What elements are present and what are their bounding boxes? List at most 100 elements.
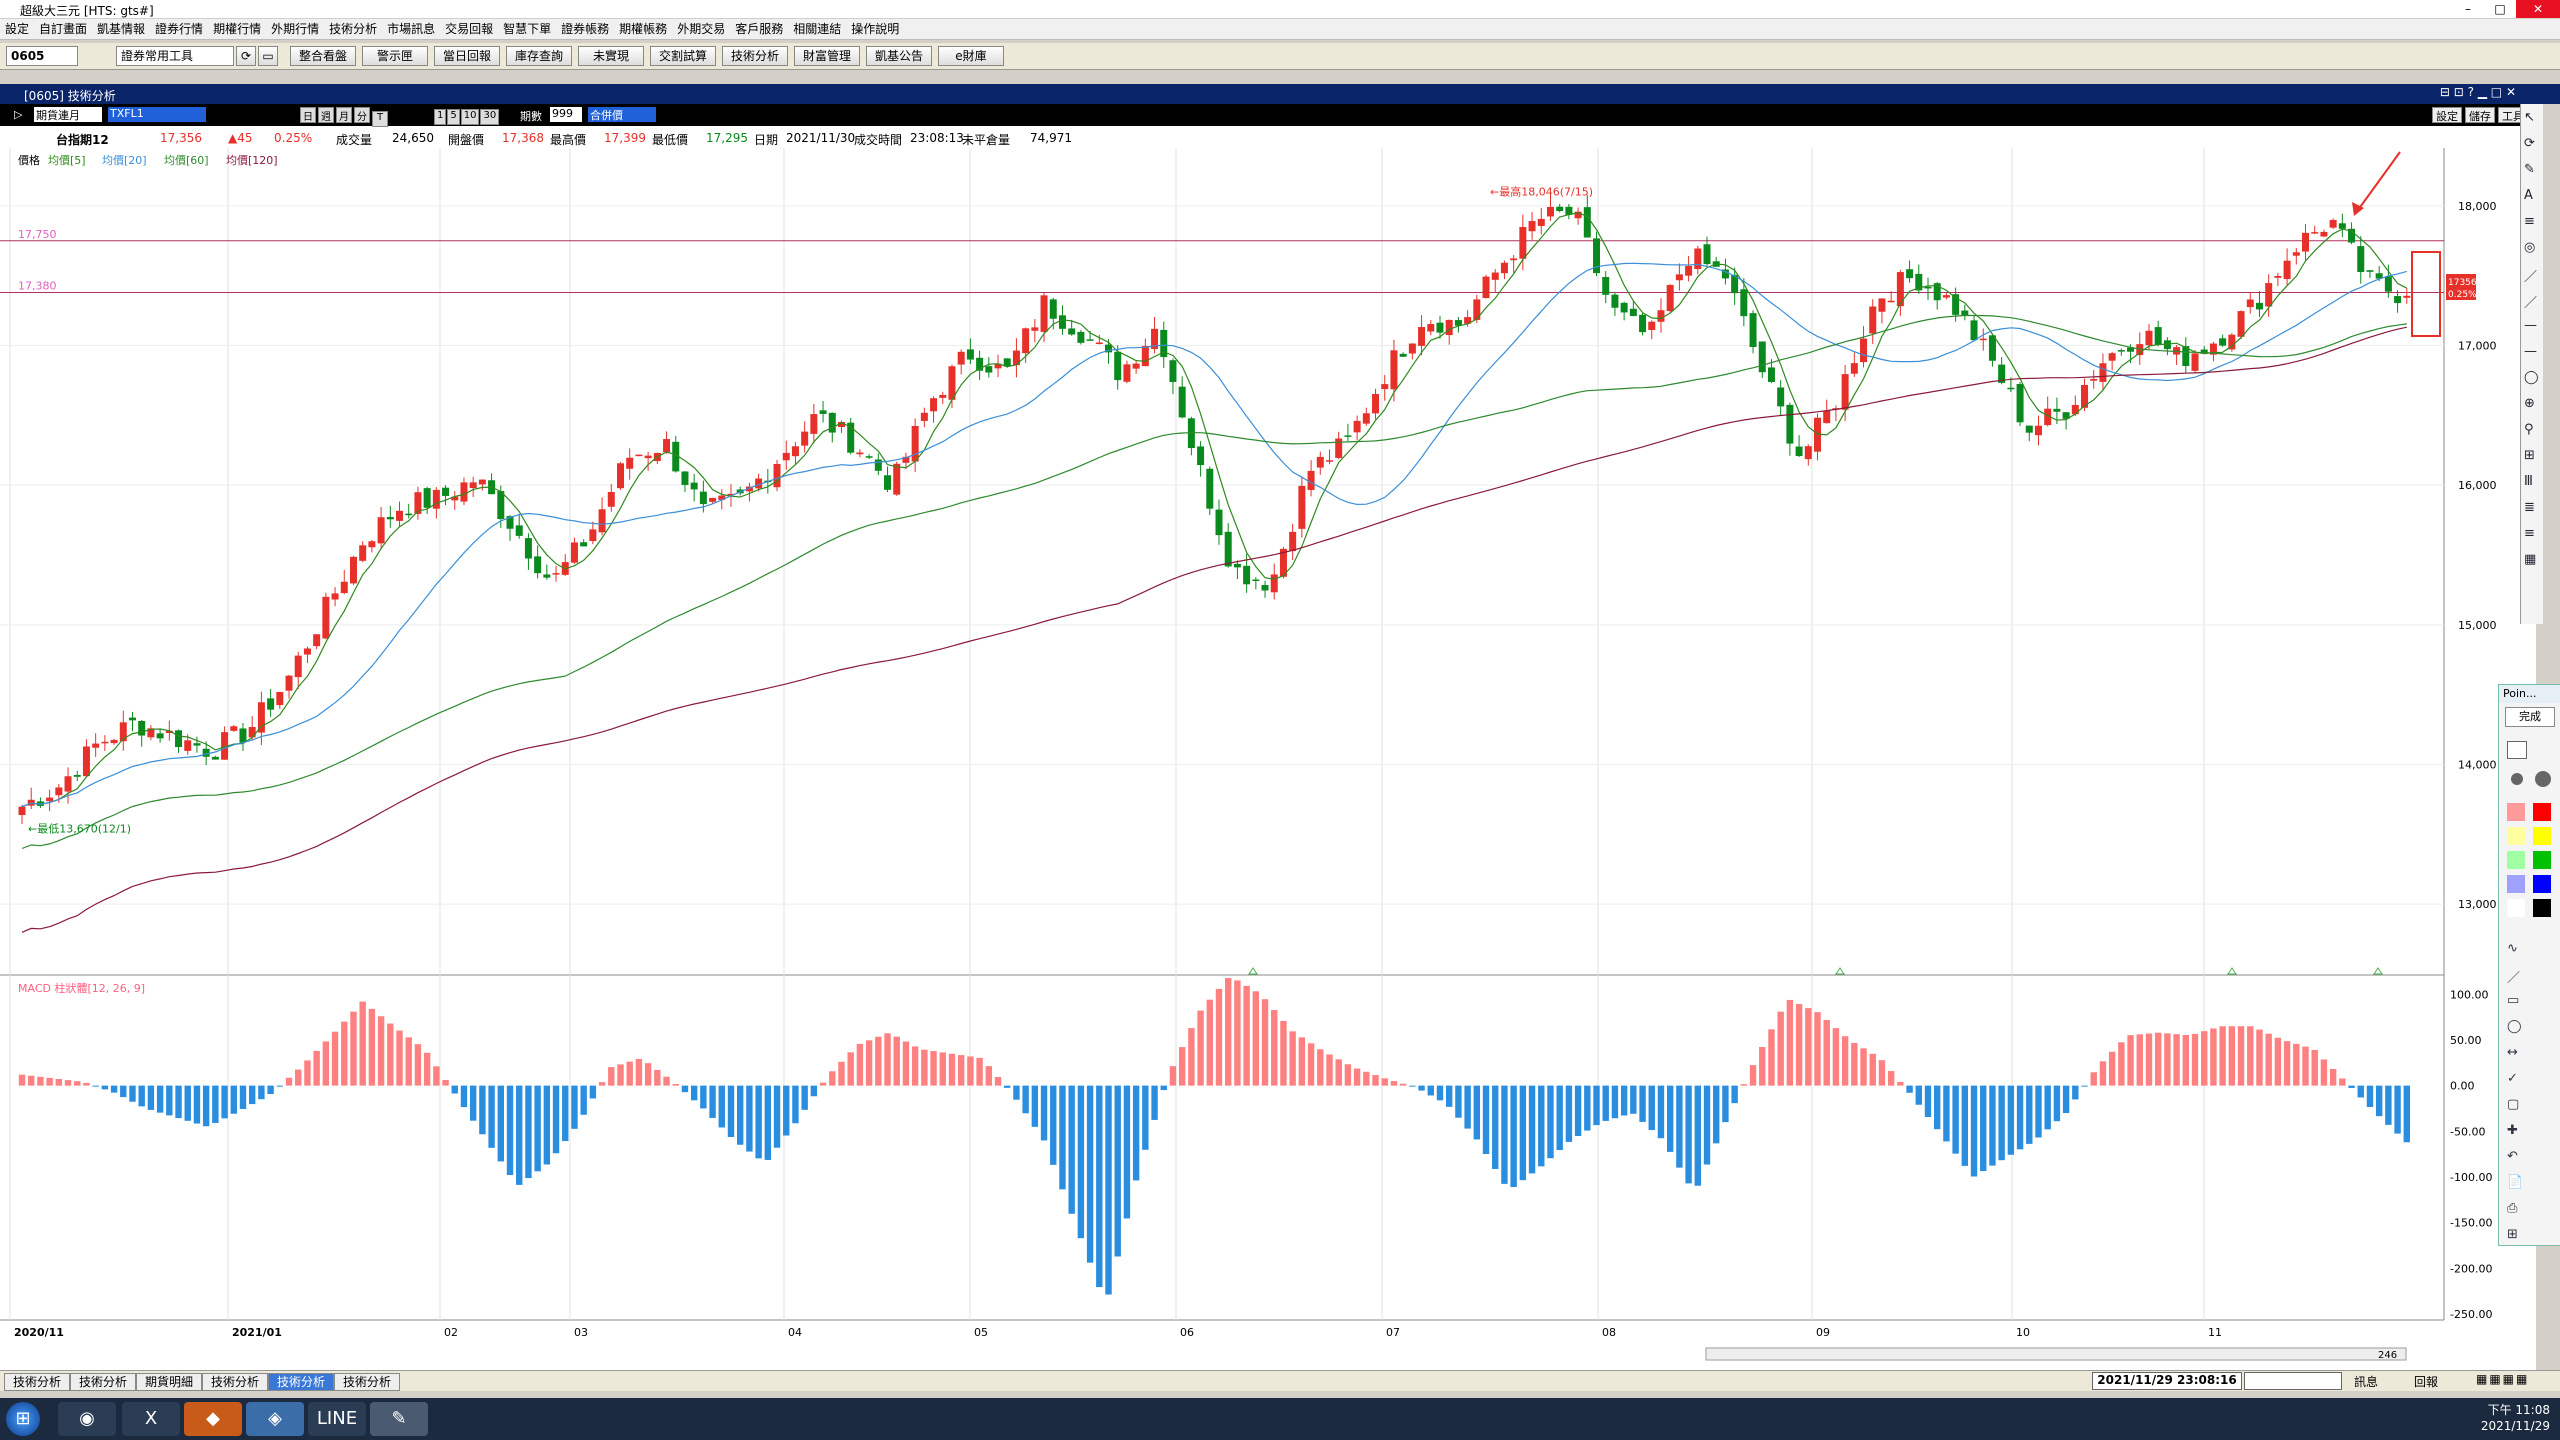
toolbar-button[interactable]: 未實現 [578,46,644,66]
popup-tool-icon[interactable]: ∿ [2507,941,2518,956]
popup-tool-icon[interactable]: ／ [2507,971,2521,986]
color-swatch[interactable] [2507,851,2525,869]
menu-item[interactable]: 客戶服務 [735,22,784,36]
menu-item[interactable]: 證券行情 [155,22,204,36]
bottom-tab[interactable]: 技術分析 [268,1373,335,1391]
drawing-tool-icon[interactable]: ◯ [2524,370,2539,385]
layout-icons[interactable]: ▦▦▦▦ [2476,1372,2530,1386]
drawing-tool-icon[interactable]: ⊕ [2524,396,2535,411]
popup-tool-icon[interactable]: 📄 [2507,1175,2524,1190]
line-icon[interactable]: LINE [308,1402,366,1436]
menu-item[interactable]: 期權行情 [213,22,262,36]
period-button[interactable]: 週 [318,107,334,123]
drawing-tool-icon[interactable]: Ⅲ [2524,474,2533,489]
color-swatch[interactable] [2533,899,2551,917]
chrome-icon[interactable]: ◉ [58,1402,116,1436]
bottom-tab[interactable]: 技術分析 [70,1373,137,1391]
toolbar-button[interactable]: 當日回報 [434,46,500,66]
interval-button[interactable]: 30 [480,109,500,125]
interval-button[interactable]: 10 [460,109,480,125]
point-size-large[interactable] [2535,771,2551,787]
kgi-app-icon[interactable]: ◈ [246,1402,304,1436]
menu-item[interactable]: 外期交易 [677,22,726,36]
drawing-tool-icon[interactable]: ／ [2524,270,2538,285]
drawing-tool-icon[interactable]: — [2524,344,2537,359]
toolbar-button[interactable]: 交割試算 [650,46,716,66]
refresh-icon[interactable]: ⟳ [236,46,256,66]
period-button[interactable]: 日 [300,107,316,123]
toolbar-button[interactable]: 庫存查詢 [506,46,572,66]
count-input[interactable]: 999 [550,107,582,122]
drawing-tool-icon[interactable]: ↖ [2524,110,2535,125]
drawing-tool-icon[interactable]: A [2524,188,2533,203]
chart-option-button[interactable]: 設定 [2432,107,2462,123]
play-icon[interactable]: ▷ [14,108,23,121]
menu-item[interactable]: 設定 [5,22,30,36]
interval-button[interactable]: 5 [447,109,460,125]
menu-item[interactable]: 證券帳務 [561,22,610,36]
menu-item[interactable]: 相關連結 [793,22,842,36]
popup-tool-icon[interactable]: ▭ [2507,993,2520,1008]
code-select[interactable]: 0605 [6,46,78,66]
menu-item[interactable]: 自訂畫面 [39,22,88,36]
subwindow-buttons[interactable]: ⊟ ⊡ ? ▁ □ ✕ [2439,85,2516,99]
color-swatch[interactable] [2533,875,2551,893]
popup-tool-icon[interactable]: ◯ [2507,1019,2522,1034]
drawing-tool-icon[interactable]: ⚲ [2524,422,2534,437]
contract-select[interactable]: 期貨連月 [34,107,102,122]
popup-tool-icon[interactable]: ▢ [2507,1097,2520,1112]
drawing-tool-icon[interactable]: — [2524,318,2537,333]
paint-icon[interactable]: ✎ [370,1402,428,1436]
popup-tool-icon[interactable]: ✓ [2507,1071,2518,1086]
window-icon[interactable]: ▭ [258,46,278,66]
color-swatch[interactable] [2533,803,2551,821]
toolbar-button[interactable]: 整合看盤 [290,46,356,66]
popup-tool-icon[interactable]: ↶ [2507,1149,2518,1164]
popup-tool-icon[interactable]: ✚ [2507,1123,2518,1138]
symbol-select[interactable]: TXFL1 [108,107,206,122]
drawing-tool-icon[interactable]: ◎ [2524,240,2536,255]
menu-item[interactable]: 凱基情報 [97,22,146,36]
point-size-medium[interactable] [2511,773,2523,785]
drawing-tool-icon[interactable]: ▦ [2524,552,2537,567]
bottom-tab[interactable]: 期貨明細 [136,1373,203,1391]
popup-tool-icon[interactable]: ⎙ [2507,1201,2518,1216]
menu-item[interactable]: 外期行情 [271,22,320,36]
drawing-tool-icon[interactable]: ≡ [2524,214,2535,229]
news-button[interactable]: 訊息 [2354,1375,2379,1389]
menu-item[interactable]: 交易回報 [445,22,494,36]
color-swatch[interactable] [2507,899,2525,917]
period-button[interactable]: 分 [354,107,370,123]
menu-item[interactable]: 智慧下單 [503,22,552,36]
color-swatch[interactable] [2533,827,2551,845]
bottom-tab[interactable]: 技術分析 [4,1373,71,1391]
toolbar-button[interactable]: 技術分析 [722,46,788,66]
color-swatch[interactable] [2533,851,2551,869]
drawing-tool-icon[interactable]: ≡ [2524,526,2535,541]
point-size-small[interactable] [2507,741,2527,759]
menu-item[interactable]: 期權帳務 [619,22,668,36]
done-button[interactable]: 完成 [2505,707,2555,727]
bottom-tab[interactable]: 技術分析 [334,1373,401,1391]
close-button[interactable]: ✕ [2516,0,2560,18]
toolbar-button[interactable]: e財庫 [938,46,1004,66]
merge-select[interactable]: 合併價 [588,107,656,122]
menu-item[interactable]: 操作說明 [851,22,900,36]
status-input[interactable] [2244,1372,2342,1390]
minimize-button[interactable]: – [2465,2,2471,16]
drawing-tool-icon[interactable]: ⟳ [2524,136,2535,151]
drawing-tool-icon[interactable]: ≣ [2524,500,2535,515]
period-button[interactable]: 月 [336,107,352,123]
color-swatch[interactable] [2507,875,2525,893]
app-icon[interactable]: ◆ [184,1402,242,1436]
period-button[interactable]: T [372,111,388,127]
interval-button[interactable]: 1 [434,109,447,125]
toolbar-button[interactable]: 財富管理 [794,46,860,66]
chart-svg[interactable]: 2020/11 2021/01 02 03 04 05 06 07 08 09 10 11 13,000… [0,104,2536,1380]
excel-icon[interactable]: X [122,1402,180,1436]
drawing-tool-icon[interactable]: ⊞ [2524,448,2535,463]
chart-option-button[interactable]: 儲存 [2465,107,2495,123]
menu-item[interactable]: 市場訊息 [387,22,436,36]
bottom-tab[interactable]: 技術分析 [202,1373,269,1391]
report-button[interactable]: 回報 [2414,1375,2439,1389]
